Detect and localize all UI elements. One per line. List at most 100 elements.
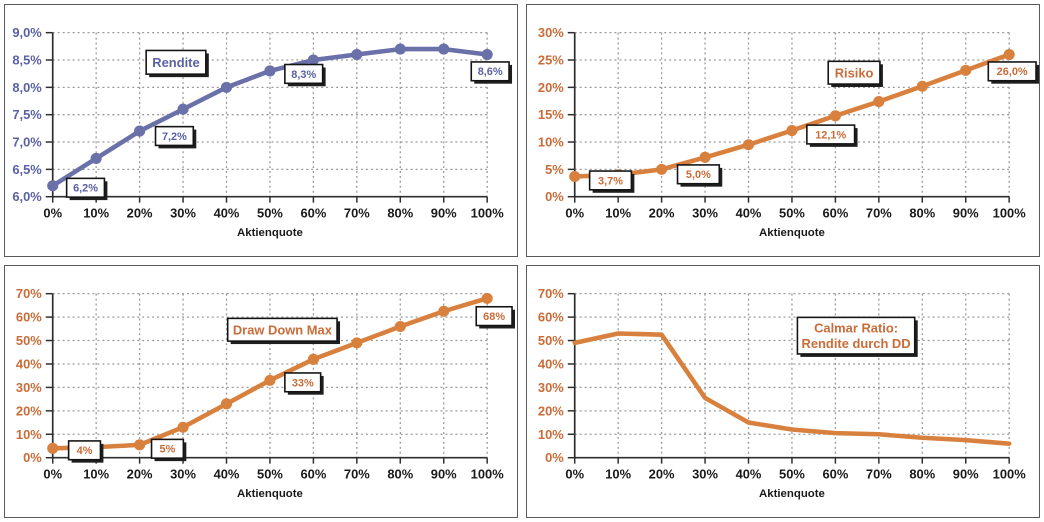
chart-title-box bbox=[796, 316, 916, 355]
gridlines bbox=[52, 32, 488, 197]
data-label-text: 26,0% bbox=[997, 66, 1028, 78]
data-label-text: 8,3% bbox=[291, 69, 316, 81]
series bbox=[47, 43, 493, 192]
data-point-marker bbox=[960, 64, 972, 76]
x-tick-label: 0% bbox=[43, 466, 62, 481]
x-tick-label: 30% bbox=[692, 466, 718, 481]
data-point-marker bbox=[481, 49, 493, 61]
series bbox=[47, 292, 493, 454]
x-axis-title: Aktienquote bbox=[759, 227, 825, 239]
data-point-marker bbox=[47, 180, 59, 192]
y-tick-label: 6,0% bbox=[12, 189, 42, 204]
data-label-text: 5% bbox=[160, 444, 176, 456]
annotations: 6,2% 7,2% 8,3% 8,6% Rendite bbox=[65, 49, 513, 201]
data-point-marker bbox=[481, 292, 493, 304]
data-label-text: 8,6% bbox=[478, 66, 503, 78]
x-tick-label: 20% bbox=[649, 466, 675, 481]
data-point-marker bbox=[351, 49, 363, 61]
x-tick-label: 70% bbox=[866, 466, 892, 481]
data-label-box bbox=[987, 61, 1037, 82]
data-point-marker bbox=[177, 103, 189, 115]
y-tick-label: 7,0% bbox=[12, 135, 42, 150]
data-label-box bbox=[284, 372, 322, 393]
x-tick-label: 20% bbox=[127, 466, 153, 481]
data-label-text: 12,1% bbox=[815, 129, 846, 141]
y-tick-label: 0% bbox=[23, 450, 42, 465]
y-tick-label: 6,5% bbox=[12, 162, 42, 177]
data-point-marker bbox=[220, 81, 233, 93]
chart-title-text: Rendite bbox=[152, 55, 199, 70]
gridlines bbox=[574, 293, 1010, 458]
data-point-marker bbox=[134, 125, 146, 137]
x-tick-label: 90% bbox=[953, 205, 979, 220]
data-point-marker bbox=[873, 96, 885, 108]
data-label-box bbox=[65, 177, 106, 198]
data-point-marker bbox=[307, 353, 319, 365]
data-label-box bbox=[588, 170, 633, 191]
series-line bbox=[572, 331, 1012, 446]
x-tick-label: 80% bbox=[909, 466, 935, 481]
y-tick-label: 10% bbox=[16, 427, 42, 442]
chart-svg-2: 0% 10% 20% 30% 40% 50% 60% 70% 0% 10% 20% 30% 40% 50%… bbox=[16, 286, 516, 500]
x-tick-label: 100% bbox=[993, 205, 1027, 220]
data-point-marker bbox=[656, 163, 668, 175]
data-label-text: 5,0% bbox=[686, 169, 711, 181]
x-tick-label: 100% bbox=[471, 205, 505, 220]
data-label-text: 6,2% bbox=[73, 183, 98, 195]
x-tick-label: 50% bbox=[257, 205, 283, 220]
y-tick-label: 50% bbox=[16, 333, 42, 348]
data-point-marker bbox=[264, 65, 276, 77]
annotations: Calmar Ratio:Rendite durch DD bbox=[796, 316, 918, 357]
x-tick-label: 40% bbox=[214, 466, 240, 481]
y-tick-label: 9,0% bbox=[12, 25, 42, 40]
y-tick-label: 30% bbox=[538, 25, 564, 40]
x-tick-label: 60% bbox=[300, 466, 326, 481]
chart-svg-1: 0% 5% 10% 15% 20% 25% 30% 0% 10% 20% 30% 40% 50% 60% 7… bbox=[538, 25, 1039, 239]
chart-panel-calmar-ratio: 0% 10% 20% 30% 40% 50% 60% 70% 0% 10% 20% 30% 40% 50%… bbox=[526, 265, 1040, 518]
x-tick-label: 70% bbox=[344, 205, 370, 220]
chart-title-text: Risiko bbox=[835, 65, 874, 80]
x-tick-label: 20% bbox=[649, 205, 675, 220]
x-tick-label: 50% bbox=[257, 466, 283, 481]
chart-title-text: Draw Down Max bbox=[233, 322, 333, 337]
y-tick-label: 10% bbox=[538, 135, 564, 150]
x-tick-label: 10% bbox=[83, 466, 109, 481]
x-tick-label: 30% bbox=[170, 205, 196, 220]
x-tick-label: 10% bbox=[605, 205, 631, 220]
data-label-box bbox=[154, 125, 195, 147]
y-tick-label: 30% bbox=[16, 380, 42, 395]
data-point-marker bbox=[220, 398, 233, 410]
y-tick-label: 50% bbox=[538, 333, 564, 348]
y-tick-label: 20% bbox=[538, 403, 564, 418]
x-tick-label: 40% bbox=[736, 205, 762, 220]
y-tick-label: 40% bbox=[16, 357, 42, 372]
data-point-marker bbox=[742, 139, 755, 151]
y-tick-label: 8,0% bbox=[12, 80, 42, 95]
x-tick-label: 80% bbox=[387, 205, 413, 220]
data-point-marker bbox=[438, 43, 450, 55]
y-tick-label: 0% bbox=[545, 450, 564, 465]
x-tick-label: 90% bbox=[953, 466, 979, 481]
data-label-box bbox=[470, 61, 510, 82]
chart-title-text: Calmar Ratio: bbox=[814, 321, 898, 336]
x-tick-label: 20% bbox=[127, 205, 153, 220]
x-tick-label: 0% bbox=[565, 205, 584, 220]
y-tick-label: 30% bbox=[538, 380, 564, 395]
x-tick-label: 70% bbox=[344, 466, 370, 481]
data-label-box bbox=[676, 164, 721, 185]
x-tick-label: 70% bbox=[866, 205, 892, 220]
data-point-marker bbox=[829, 110, 841, 122]
chart-svg-3: 0% 10% 20% 30% 40% 50% 60% 70% 0% 10% 20% 30% 40% 50%… bbox=[538, 286, 1026, 500]
data-point-marker bbox=[916, 80, 928, 92]
y-tick-label: 10% bbox=[538, 427, 564, 442]
chart-panel-drawdown-max: 0% 10% 20% 30% 40% 50% 60% 70% 0% 10% 20% 30% 40% 50%… bbox=[4, 265, 518, 518]
y-tick-label: 8,5% bbox=[12, 53, 42, 68]
data-point-marker bbox=[264, 374, 276, 386]
x-tick-label: 90% bbox=[431, 466, 457, 481]
annotations: 3,7% 5,0% 12,1% 26,0% Risiko bbox=[588, 60, 1039, 193]
x-tick-label: 100% bbox=[471, 466, 505, 481]
data-point-marker bbox=[177, 421, 189, 433]
data-point-marker bbox=[394, 43, 406, 55]
y-tick-label: 20% bbox=[538, 80, 564, 95]
